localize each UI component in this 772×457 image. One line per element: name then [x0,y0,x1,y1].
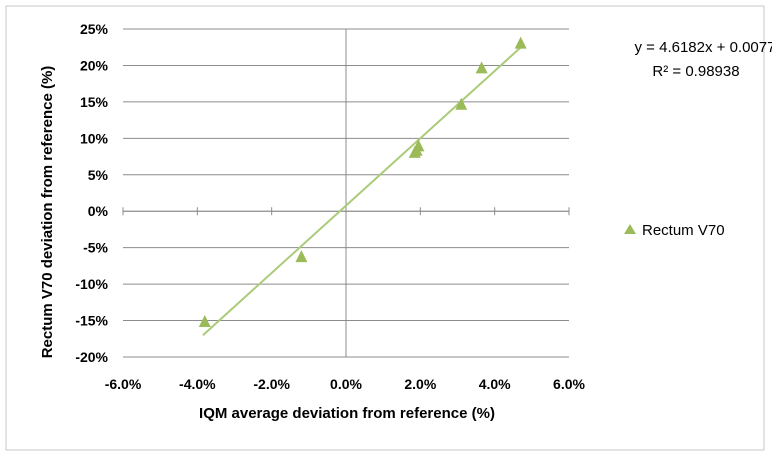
y-tick-label: -15% [75,313,108,329]
trendline-r-squared: R² = 0.98938 [652,63,739,80]
legend: Rectum V70 [624,222,725,239]
x-tick-label: 0.0% [330,376,362,392]
legend-marker-rectum-v70 [624,224,636,234]
data-point [455,97,468,110]
y-tick-label: 20% [80,57,109,73]
axes [122,29,570,357]
x-tick-label: -6.0% [105,376,142,392]
trendline-equation: y = 4.6182x + 0.0077 [635,39,772,56]
trendline-group [202,44,524,336]
x-tick-label: 6.0% [553,376,585,392]
x-tick-label: -4.0% [179,376,216,392]
y-tick-label: -20% [75,349,108,365]
data-point [475,61,488,74]
tick-labels: 25% 20% 15% 10% 5% 0% -5% -10% -15% -20% -6.0% -4.0… [75,21,585,392]
x-tick-label: -2.0% [253,376,290,392]
x-axis-title: IQM average deviation from reference (%) [199,405,495,422]
y-axis-title: Rectum V70 deviation from reference (%) [39,66,56,359]
y-tick-label: 5% [88,167,109,183]
y-tick-label: 25% [80,21,109,37]
y-tick-label: -10% [75,276,108,292]
chart-border [5,5,765,451]
y-tick-label: 15% [80,94,109,110]
trendline [202,44,524,336]
x-tick-label: 4.0% [479,376,511,392]
y-tick-label: -5% [83,240,108,256]
data-point [514,36,527,49]
data-point [198,315,211,328]
y-tick-label: 0% [88,203,109,219]
data-point [295,250,308,263]
data-point [412,139,425,152]
x-tick-label: 2.0% [404,376,436,392]
data-points [198,36,527,328]
y-tick-label: 10% [80,130,109,146]
legend-label-rectum-v70: Rectum V70 [642,222,725,239]
